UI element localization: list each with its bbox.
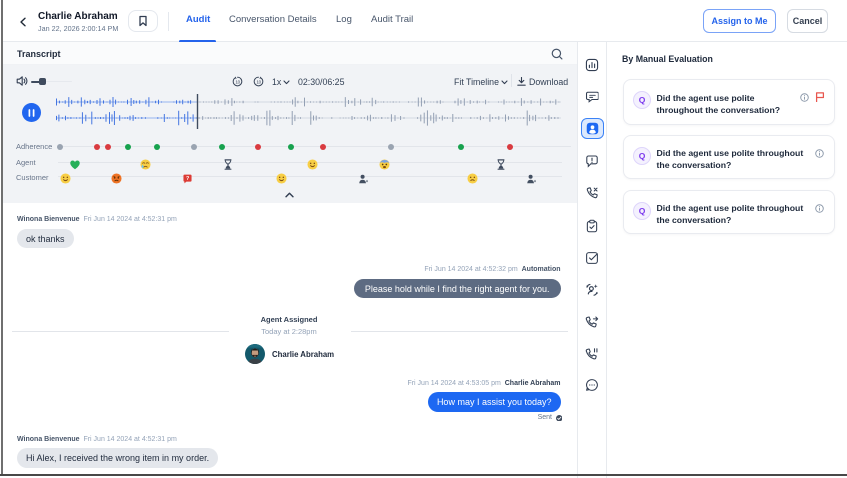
svg-text:10: 10 <box>236 80 241 85</box>
svg-text:?: ? <box>185 176 188 182</box>
svg-text:10: 10 <box>256 80 261 85</box>
